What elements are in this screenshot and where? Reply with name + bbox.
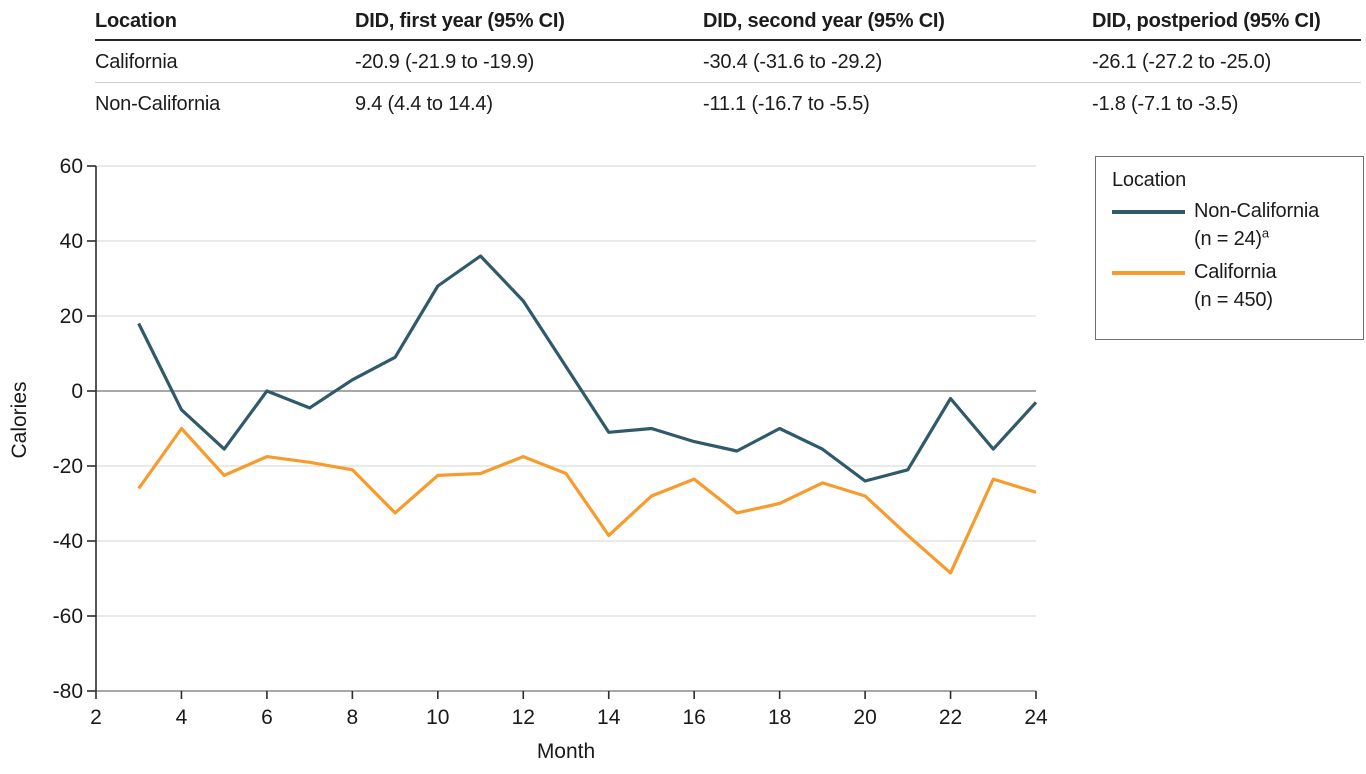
table-cell-did-second: -11.1 (-16.7 to -5.5) — [703, 93, 870, 115]
table-header-did-second-year: DID, second year (95% CI) — [703, 5, 1092, 41]
table-cell-location: California — [95, 41, 355, 83]
y-tick-label: 20 — [60, 305, 83, 328]
chart-legend: Location Non-California (n = 24)a Califo… — [1095, 156, 1364, 340]
x-tick-label: 4 — [176, 706, 188, 729]
x-tick-label: 24 — [1024, 706, 1048, 729]
x-tick-label: 16 — [683, 706, 706, 729]
did-summary-table: Location DID, first year (95% CI) DID, s… — [95, 5, 1361, 124]
table-header-did-first-year: DID, first year (95% CI) — [355, 5, 703, 41]
legend-title: Location — [1112, 169, 1187, 191]
table-cell-did-first: 9.4 (4.4 to 14.4) — [355, 93, 493, 115]
series-line-non-california — [137, 254, 1038, 483]
y-axis-title: Calories — [8, 381, 31, 458]
y-tick-label: 60 — [60, 155, 83, 178]
series-line-california — [137, 426, 1037, 575]
x-tick-label: 10 — [426, 706, 449, 729]
y-tick-label: -60 — [53, 605, 83, 628]
y-tick-label: 0 — [71, 380, 83, 403]
table-cell-did-post: -1.8 (-7.1 to -3.5) — [1092, 93, 1239, 115]
x-axis-title: Month — [537, 740, 595, 763]
x-tick-label: 14 — [597, 706, 621, 729]
x-tick-label: 8 — [347, 706, 359, 729]
table-cell-did-post: -26.1 (-27.2 to -25.0) — [1092, 41, 1361, 83]
legend-label-non-california: Non-California — [1194, 200, 1320, 222]
x-tick-label: 20 — [853, 706, 876, 729]
legend-label-california: California — [1194, 261, 1277, 283]
legend-entry-california: California (n = 450) — [1112, 258, 1363, 314]
x-tick-label: 6 — [261, 706, 273, 729]
legend-entry-non-california: Non-California (n = 24)a — [1112, 197, 1363, 253]
table-cell-location: Non-California — [95, 93, 221, 115]
non-california-line-swatch — [1112, 210, 1185, 214]
x-tick-label: 18 — [768, 706, 791, 729]
footnote-marker-a: a — [1261, 225, 1269, 241]
x-tick-label: 12 — [512, 706, 535, 729]
legend-sublabel-non-california: (n = 24) — [1194, 228, 1262, 250]
table-cell-did-first: -20.9 (-21.9 to -19.9) — [355, 41, 703, 83]
y-tick-label: -80 — [53, 680, 83, 703]
table-cell-did-second: -30.4 (-31.6 to -29.2) — [703, 41, 1092, 83]
y-tick-label: -20 — [53, 455, 83, 478]
table-header-location: Location — [95, 5, 355, 41]
x-tick-label: 2 — [90, 706, 102, 729]
y-tick-label: -40 — [53, 530, 83, 553]
table-header-did-postperiod: DID, postperiod (95% CI) — [1092, 5, 1361, 41]
california-line-swatch — [1112, 271, 1185, 275]
legend-sublabel-california: (n = 450) — [1194, 289, 1273, 311]
y-tick-label: 40 — [60, 230, 83, 253]
x-tick-label: 22 — [939, 706, 962, 729]
